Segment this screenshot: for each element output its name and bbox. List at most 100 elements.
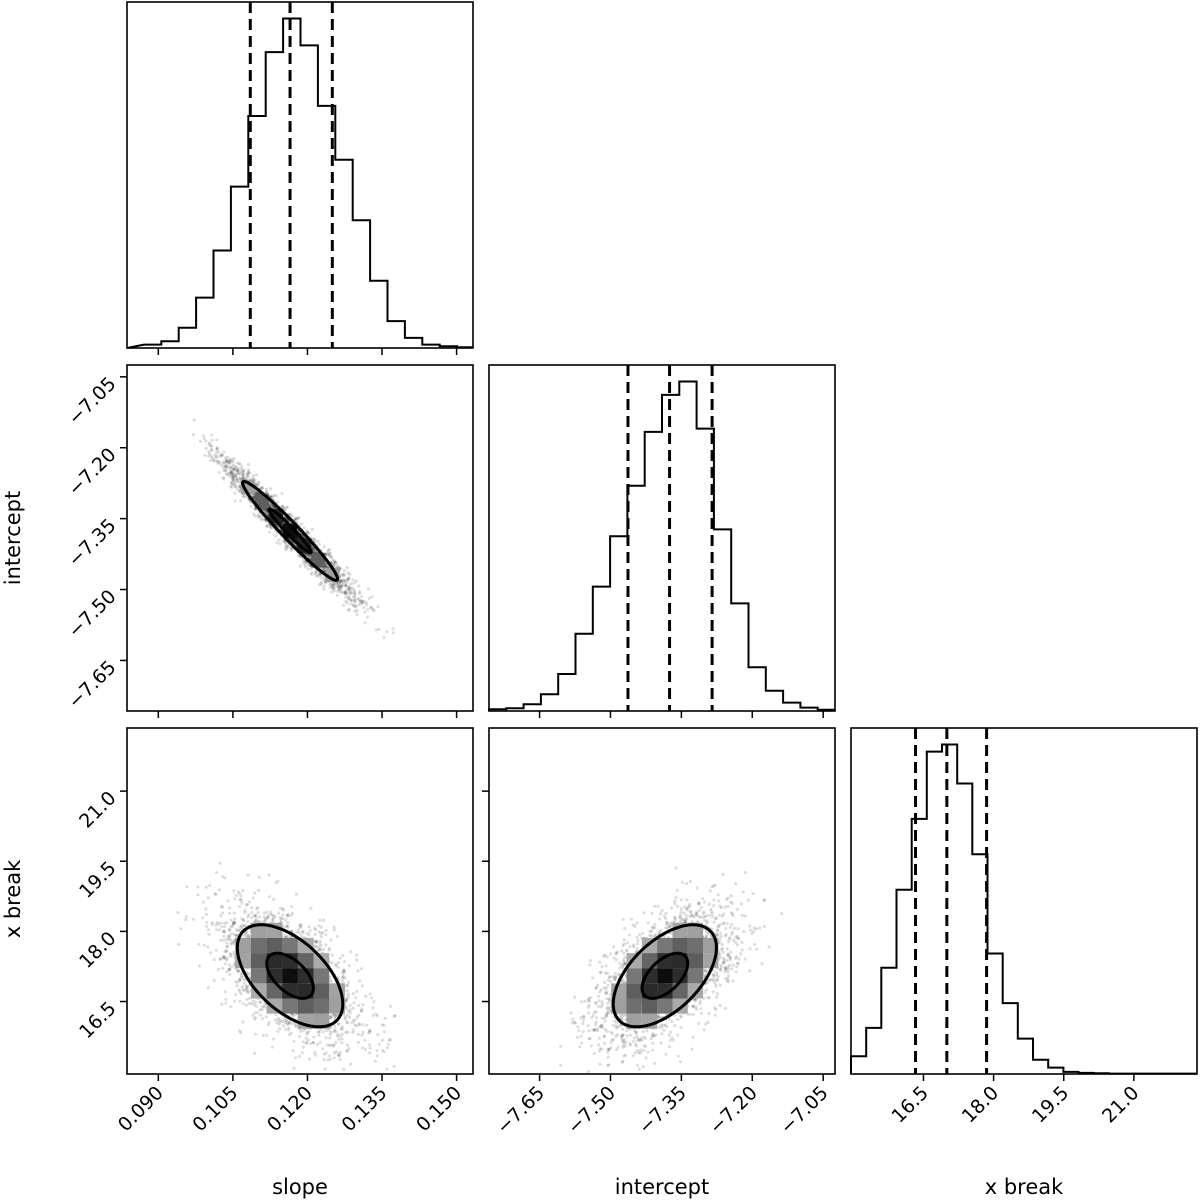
sample-point: [346, 1021, 349, 1024]
density-block: [267, 938, 283, 953]
sample-point: [196, 885, 199, 888]
sample-point: [324, 943, 327, 946]
sample-point: [369, 992, 372, 995]
sample-point: [298, 923, 301, 926]
density-block: [282, 938, 298, 953]
sample-point: [261, 1017, 264, 1020]
sample-point: [355, 580, 358, 583]
sample-point: [376, 605, 379, 608]
sample-point: [301, 930, 304, 933]
sample-point: [251, 1014, 254, 1017]
sample-point: [351, 578, 354, 581]
sample-point: [337, 1038, 340, 1041]
sample-point: [233, 897, 236, 900]
sample-point: [349, 950, 352, 953]
sample-point: [582, 1019, 585, 1022]
sample-point: [210, 444, 213, 447]
sample-point: [234, 980, 237, 983]
sample-point: [347, 577, 350, 580]
sample-point: [227, 899, 230, 902]
sample-point: [335, 1050, 338, 1053]
sample-point: [389, 1005, 392, 1008]
sample-point: [300, 934, 303, 937]
sample-point: [356, 609, 359, 612]
sample-point: [346, 1014, 349, 1017]
sample-point: [361, 1046, 364, 1049]
sample-point: [336, 1035, 339, 1038]
sample-point: [382, 1024, 385, 1027]
sample-point: [332, 561, 335, 564]
sample-point: [234, 485, 237, 488]
sample-point: [673, 900, 676, 903]
sample-point: [256, 1011, 259, 1014]
sample-point: [352, 1007, 355, 1010]
sample-point: [365, 1024, 368, 1027]
sample-point: [355, 958, 358, 961]
sample-point: [328, 1036, 331, 1039]
sample-point: [307, 1031, 310, 1034]
sample-point: [233, 1000, 236, 1003]
sample-point: [347, 981, 350, 984]
sample-point: [286, 1023, 289, 1026]
sample-point: [232, 889, 235, 892]
sample-point: [201, 916, 204, 919]
sample-point: [346, 984, 349, 987]
sample-point: [367, 1031, 370, 1034]
sample-point: [680, 898, 683, 901]
sample-point: [664, 912, 667, 915]
sample-point: [314, 933, 317, 936]
sample-point: [364, 995, 367, 998]
sample-point: [329, 556, 332, 559]
sample-point: [199, 440, 202, 443]
sample-point: [335, 963, 338, 966]
sample-point: [317, 1030, 320, 1033]
sample-point: [355, 1024, 358, 1027]
sample-point: [236, 461, 239, 464]
sample-point: [228, 973, 231, 976]
sample-point: [228, 929, 231, 932]
sample-point: [389, 1038, 392, 1041]
sample-point: [301, 1051, 304, 1054]
sample-point: [605, 964, 608, 967]
sample-point: [268, 895, 271, 898]
sample-point: [208, 884, 211, 887]
sample-point: [208, 452, 211, 455]
sample-point: [234, 499, 237, 502]
sample-point: [357, 1004, 360, 1007]
sample-point: [241, 889, 244, 892]
sample-point: [588, 963, 591, 966]
sample-point: [355, 990, 358, 993]
joint-panel-intercept-x-break: −7.65−7.50−7.35−7.20−7.05: [482, 728, 835, 1139]
sample-point: [597, 995, 600, 998]
sample-point: [344, 600, 347, 603]
sample-point: [249, 505, 252, 508]
sample-point: [314, 1054, 317, 1057]
sample-point: [341, 978, 344, 981]
sample-point: [202, 901, 205, 904]
sample-point: [378, 1043, 381, 1046]
sample-point: [202, 434, 205, 437]
sample-point: [247, 913, 250, 916]
sample-point: [307, 933, 310, 936]
sample-point: [312, 1036, 315, 1039]
x-tick-label: 21.0: [1098, 1082, 1143, 1127]
sample-point: [272, 1037, 275, 1040]
sample-point: [298, 1035, 301, 1038]
y-tick-label: 18.0: [75, 927, 120, 972]
sample-point: [358, 592, 361, 595]
histogram-step-line: [127, 19, 473, 349]
sample-point: [286, 915, 289, 918]
sample-point: [309, 907, 312, 910]
sample-point: [384, 1017, 387, 1020]
density-block: [251, 968, 267, 983]
sample-point: [337, 588, 340, 591]
sample-point: [263, 916, 266, 919]
sample-point: [366, 608, 369, 611]
sample-point: [302, 1046, 305, 1049]
sample-point: [241, 1020, 244, 1023]
sample-point: [265, 488, 268, 491]
sample-point: [215, 928, 218, 931]
sample-point: [324, 933, 327, 936]
sample-point: [385, 1068, 388, 1071]
